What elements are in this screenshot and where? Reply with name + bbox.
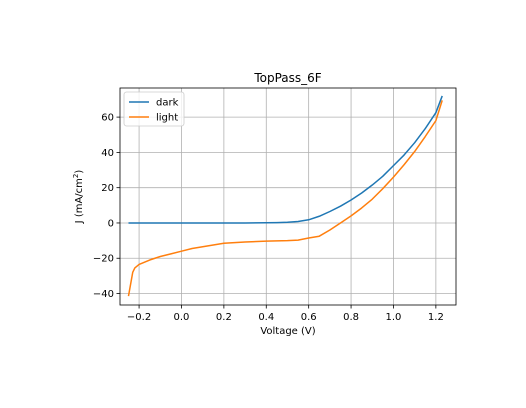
x-tick-label: 1.2 [428, 312, 444, 323]
y-tick-label: 60 [101, 113, 114, 124]
x-tick-label: −0.2 [127, 312, 151, 323]
y-axis-label-text: J (mA/cm [74, 178, 85, 224]
y-axis-label: J (mA/cm2) [72, 170, 85, 225]
x-tick-label: 0.4 [258, 312, 274, 323]
y-axis-label-superscript: 2 [72, 174, 80, 178]
y-tick-label: 40 [101, 148, 114, 159]
ticks: −0.2 0.0 0.2 0.4 0.6 0.8 1.0 1.2 −40 −20 0 20 40 60 [93, 113, 444, 323]
x-tick-label: 1.0 [386, 312, 402, 323]
y-tick-label: −20 [93, 254, 114, 265]
y-tick-label: 20 [101, 183, 114, 194]
y-tick-label: 0 [108, 218, 114, 229]
legend-label-light: light [156, 113, 178, 124]
series-lines [127, 95, 443, 297]
y-axis-label-close: ) [74, 170, 85, 174]
plot-frame [119, 87, 457, 306]
x-axis-label: Voltage (V) [260, 326, 315, 337]
series-line-light [127, 100, 443, 297]
y-tick-label: −40 [93, 289, 114, 300]
x-tick-label: 0.8 [343, 312, 359, 323]
x-tick-label: 0.6 [301, 312, 317, 323]
legend: dark light [123, 91, 185, 127]
x-tick-label: 0.0 [174, 312, 190, 323]
legend-label-dark: dark [156, 98, 179, 109]
chart-title: TopPass_6F [253, 71, 321, 85]
x-tick-label: 0.2 [216, 312, 232, 323]
series-line-dark [128, 95, 443, 224]
